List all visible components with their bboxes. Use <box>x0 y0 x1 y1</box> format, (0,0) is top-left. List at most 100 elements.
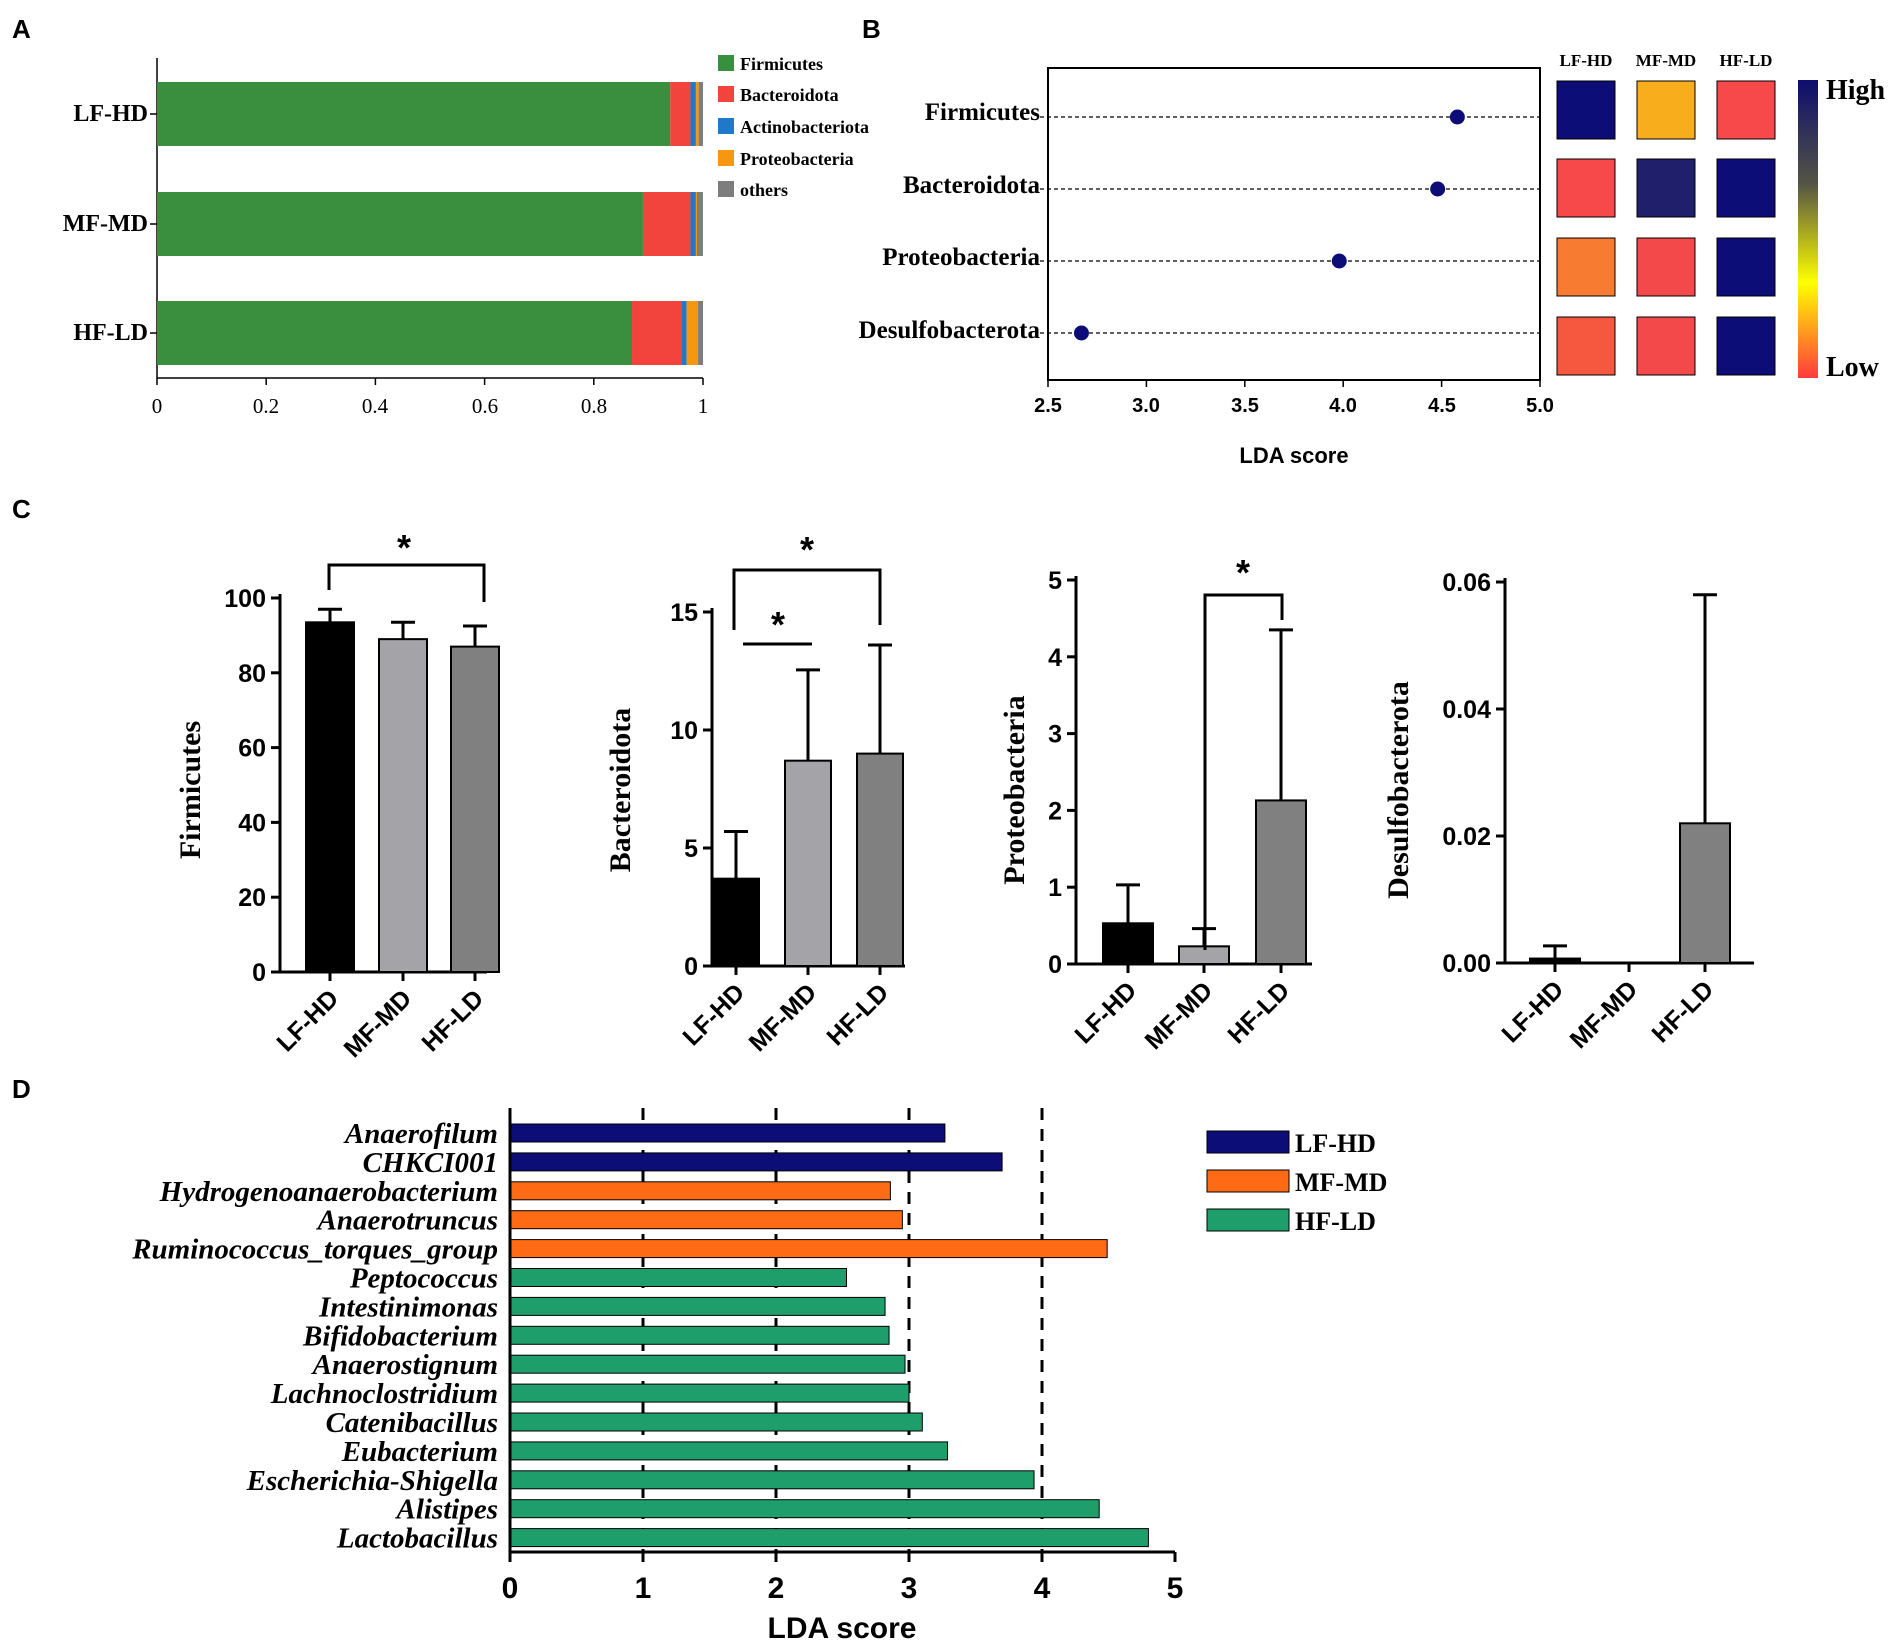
panel-a-bar-segment <box>686 301 699 365</box>
panel-d-x-ticks: 0 1 2 3 4 5 <box>502 1552 1184 1605</box>
panel-a-x-tick-label: 1 <box>698 394 709 418</box>
panel-d-bar <box>509 1325 890 1345</box>
panel-b-point <box>1430 181 1446 197</box>
panel-c-y-tick-label: 0.04 <box>1442 696 1491 724</box>
heatmap-cell <box>1716 316 1776 376</box>
heatmap-cell <box>1636 316 1696 376</box>
panel-d-x-tick-label: 0 <box>502 1572 519 1605</box>
panel-a-legend: Firmicutes Bacteroidota Actinobacteriota… <box>718 54 869 200</box>
panel-d-category-label: Escherichia-Shigella <box>246 1465 498 1497</box>
panel-c-bar <box>450 645 500 973</box>
panel-d-category-label: Alistipes <box>394 1494 498 1526</box>
heatmap-cell <box>1716 158 1776 218</box>
panel-c-significance-bracket <box>732 568 882 630</box>
panel-b-x-tick-label: 3.5 <box>1231 395 1259 417</box>
legend-swatch-proteobacteria <box>718 150 734 166</box>
panel-d-bar <box>509 1528 1149 1548</box>
heatmap-cell <box>1556 158 1616 218</box>
panel-d-category-label: Catenibacillus <box>326 1407 498 1439</box>
panel-c-y-tick-label: 15 <box>670 599 698 627</box>
panel-c2-y-axis-label: Bacteroidota <box>604 708 637 872</box>
panel-d-x-tick-label: 2 <box>768 1572 785 1605</box>
panel-c-y-tick-label: 20 <box>238 884 266 912</box>
panel-d-category-label: Anaerostignum <box>311 1349 498 1381</box>
panel-a-category-label: LF-HD <box>73 101 148 127</box>
panel-d-x-tick-label: 3 <box>901 1572 918 1605</box>
panel-c-y-tick-label: 100 <box>224 585 266 613</box>
panel-c-significance-star: * <box>800 529 814 570</box>
panel-c-x-tick-label: MF-MD <box>744 978 823 1057</box>
panel-b-plot-frame <box>1047 67 1541 381</box>
panel-a-bar-segment <box>690 82 696 146</box>
heatmap-cell <box>1716 80 1776 140</box>
panel-a-category-label: HF-LD <box>73 320 148 346</box>
panel-d-category-label: Anaerofilum <box>343 1118 498 1150</box>
panel-c-significance-bracket <box>1203 593 1284 950</box>
panel-b-category-label: Desulfobacterota <box>859 317 1041 344</box>
color-scale-bar <box>1798 80 1818 378</box>
heatmap-column-label: MF-MD <box>1636 51 1696 70</box>
panel-d-category-label: Ruminococcus_torques_group <box>131 1234 498 1266</box>
legend-swatch-actinobacteriota <box>718 118 734 134</box>
panel-d-bar <box>509 1499 1100 1519</box>
panel-a-bar-segment <box>696 192 703 256</box>
panel-c4-y-axis-label: Desulfobacterota <box>1382 681 1415 899</box>
panel-c-bar <box>1679 822 1731 964</box>
panel-c-y-tick-label: 0 <box>684 953 698 981</box>
panel-c-bar <box>856 752 904 967</box>
panel-c-y-tick-label: 60 <box>238 735 266 763</box>
panel-a-x-tick-label: 0.8 <box>581 394 607 418</box>
panel-d-category-label: Eubacterium <box>341 1436 498 1468</box>
panel-d-x-axis-label: LDA score <box>768 1612 917 1645</box>
legend-swatch-hf-ld <box>1206 1208 1290 1232</box>
panel-d-bars <box>509 1123 1149 1548</box>
legend-swatch-bacteroidota <box>718 86 734 102</box>
panel-d-x-tick-label: 4 <box>1034 1572 1051 1605</box>
panel-a-x-tick-label: 0.2 <box>253 394 279 418</box>
heatmap-cell <box>1556 237 1616 297</box>
heatmap-column-label: HF-LD <box>1720 51 1773 70</box>
panel-d-bar <box>509 1268 847 1287</box>
panel-a-x-tick-label: 0.6 <box>472 394 498 418</box>
panel-a-bar-segment <box>698 82 703 146</box>
panel-a-bar-segment <box>695 192 697 256</box>
panel-a-x-tick-label: 0.4 <box>362 394 389 418</box>
heatmap-cells <box>1556 80 1776 376</box>
panel-c-bar <box>305 621 355 973</box>
panel-d-bar <box>509 1123 946 1143</box>
panel-b-x-tick-label: 5.0 <box>1526 395 1554 417</box>
panel-d-x-tick-label: 5 <box>1167 1572 1184 1605</box>
panel-c-x-tick-label: HF-LD <box>416 984 489 1057</box>
panel-c-y-tick-label: 0.00 <box>1442 950 1491 978</box>
panel-d-category-labels: AnaerofilumCHKCI001Hydrogenoanaerobacter… <box>131 1118 498 1555</box>
panel-a-bar-segment <box>670 82 691 146</box>
panel-b-x-tick-label: 4.5 <box>1428 395 1456 417</box>
panel-c-x-tick-label: HF-LD <box>821 978 894 1051</box>
panel-a-bar-segment <box>157 82 671 146</box>
panel-a-bar-segment <box>690 192 696 256</box>
legend-label-proteobacteria: Proteobacteria <box>740 149 854 169</box>
legend-label-lf-hd: LF-HD <box>1295 1129 1376 1158</box>
panel-d-category-label: Hydrogenoanaerobacterium <box>159 1176 498 1208</box>
panel-b-x-tick-label: 2.5 <box>1034 395 1062 417</box>
panel-b-x-tick-label: 3.0 <box>1132 395 1160 417</box>
panel-b-x-tick-label: 4.0 <box>1329 395 1357 417</box>
panel-d-bar <box>509 1181 891 1201</box>
panel-d-bar <box>509 1412 923 1432</box>
legend-label-firmicutes: Firmicutes <box>740 54 823 74</box>
panel-d-bar <box>509 1441 949 1461</box>
panel-a-stacked-bar-chart: LF-HD MF-MD HF-LD 0 0.2 0.4 0.6 0.8 1 Fi… <box>63 54 869 418</box>
panel-d-category-label: Intestinimonas <box>318 1291 498 1323</box>
panel-d-category-label: CHKCI001 <box>363 1147 498 1179</box>
panel-c-significance-star: * <box>397 527 411 568</box>
panel-c-y-tick-label: 3 <box>1048 721 1062 749</box>
legend-swatch-lf-hd <box>1206 1130 1290 1154</box>
panel-d-legend: LF-HD MF-MD HF-LD <box>1206 1129 1387 1236</box>
panel-b-x-ticks: 2.5 3.0 3.5 4.0 4.5 5.0 <box>1034 380 1554 417</box>
legend-label-hf-ld: HF-LD <box>1295 1207 1376 1236</box>
panel-c-x-tick-label: HF-LD <box>1646 975 1719 1048</box>
